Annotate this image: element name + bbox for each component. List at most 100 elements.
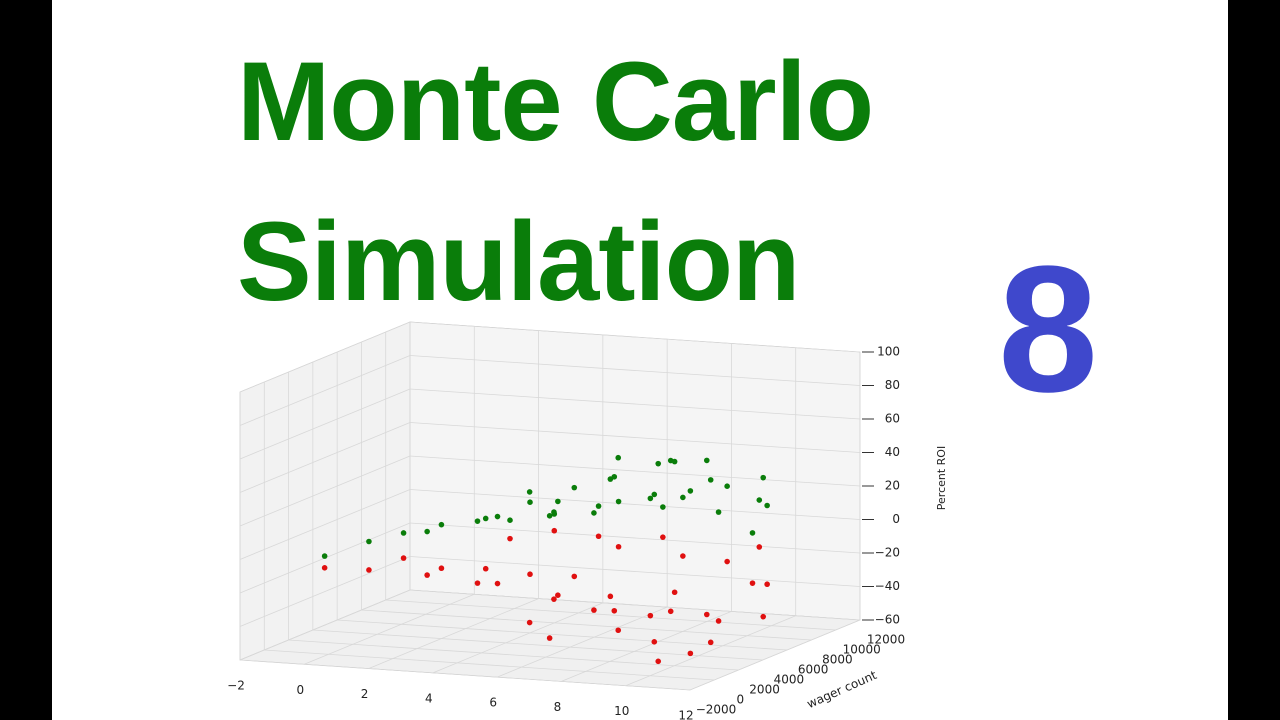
point bbox=[438, 521, 445, 528]
y-tick-label: 10000 bbox=[843, 643, 881, 657]
point bbox=[667, 608, 674, 615]
z-tick-label: −60 bbox=[875, 613, 900, 627]
point bbox=[703, 611, 710, 618]
point bbox=[764, 502, 770, 509]
point bbox=[615, 543, 622, 550]
grid-line bbox=[409, 489, 861, 520]
point bbox=[321, 565, 328, 571]
z-tick-label: 60 bbox=[885, 412, 900, 426]
grid-line bbox=[409, 589, 861, 621]
grid-line bbox=[239, 422, 411, 493]
point bbox=[651, 639, 658, 645]
point bbox=[724, 558, 730, 565]
z-tick-label: −20 bbox=[875, 546, 900, 560]
point bbox=[551, 527, 558, 534]
point bbox=[611, 473, 618, 480]
point bbox=[424, 528, 430, 535]
x-tick-label: −2 bbox=[227, 679, 245, 693]
point bbox=[571, 573, 578, 580]
title-line: Simulation bbox=[237, 199, 800, 324]
x-tick-label: 2 bbox=[361, 687, 369, 701]
y-tick-label: 4000 bbox=[774, 673, 805, 687]
z-tick-label: 0 bbox=[892, 512, 900, 526]
point bbox=[707, 477, 714, 483]
grid-line bbox=[239, 556, 411, 627]
point bbox=[615, 454, 622, 461]
x-tick-label: 10 bbox=[614, 704, 629, 718]
grid-line bbox=[239, 455, 411, 527]
z-tick-label: 80 bbox=[885, 378, 900, 392]
grid-line bbox=[312, 629, 763, 661]
grid-line bbox=[496, 606, 668, 678]
grid-line bbox=[409, 355, 861, 386]
z-tick-label: 20 bbox=[885, 479, 900, 493]
point bbox=[526, 489, 533, 495]
y-tick-label: 6000 bbox=[798, 663, 829, 677]
point bbox=[715, 509, 722, 515]
point bbox=[615, 627, 622, 634]
point bbox=[507, 535, 513, 542]
title: Monte Carlo Simulation bbox=[237, 22, 874, 342]
point bbox=[760, 474, 767, 481]
grid-line bbox=[264, 649, 715, 681]
point bbox=[551, 511, 558, 517]
point bbox=[571, 484, 578, 491]
grid-line bbox=[304, 593, 475, 665]
point bbox=[764, 581, 770, 588]
grid-line bbox=[368, 598, 539, 669]
point bbox=[526, 619, 533, 626]
point bbox=[482, 565, 489, 572]
point bbox=[474, 518, 481, 524]
z-tick-label: 40 bbox=[885, 445, 900, 459]
point bbox=[494, 580, 501, 587]
x-tick-label: 8 bbox=[554, 700, 562, 714]
grid-line bbox=[409, 455, 861, 487]
point bbox=[527, 571, 533, 578]
point bbox=[707, 639, 714, 646]
point bbox=[671, 589, 678, 596]
x-tick-label: 4 bbox=[425, 691, 433, 705]
point bbox=[760, 613, 767, 620]
grid-line bbox=[239, 388, 411, 460]
episode-number: 8 bbox=[998, 229, 1099, 430]
point bbox=[546, 635, 553, 641]
grid-line bbox=[409, 388, 861, 420]
grid-line bbox=[432, 602, 604, 674]
point bbox=[660, 534, 666, 540]
point bbox=[756, 497, 763, 503]
z-tick-label: 100 bbox=[877, 345, 900, 359]
point bbox=[482, 515, 489, 522]
x-tick-label: 6 bbox=[489, 696, 497, 710]
point bbox=[400, 530, 407, 536]
grid-line bbox=[625, 615, 796, 687]
point bbox=[595, 503, 602, 509]
grid-line bbox=[239, 321, 411, 393]
point bbox=[438, 565, 445, 572]
point bbox=[703, 457, 710, 464]
grid-line bbox=[239, 489, 411, 560]
point bbox=[715, 618, 722, 624]
grid-line bbox=[385, 599, 836, 631]
point bbox=[527, 499, 533, 506]
point bbox=[595, 533, 602, 540]
grid-line bbox=[409, 422, 861, 453]
point bbox=[591, 510, 597, 516]
grid-line bbox=[409, 321, 861, 353]
grid-line bbox=[239, 355, 411, 426]
point bbox=[680, 494, 686, 501]
point bbox=[555, 592, 561, 598]
grid-line bbox=[561, 611, 732, 682]
point bbox=[651, 491, 658, 498]
point bbox=[615, 498, 622, 505]
point bbox=[687, 650, 694, 657]
grid-line bbox=[337, 619, 788, 651]
y-tick-label: 8000 bbox=[822, 653, 853, 667]
point bbox=[647, 495, 654, 502]
grid-line bbox=[361, 609, 812, 641]
point bbox=[400, 555, 407, 561]
point bbox=[611, 607, 618, 614]
point bbox=[749, 580, 756, 586]
grid-line bbox=[239, 659, 691, 691]
point bbox=[507, 517, 513, 523]
